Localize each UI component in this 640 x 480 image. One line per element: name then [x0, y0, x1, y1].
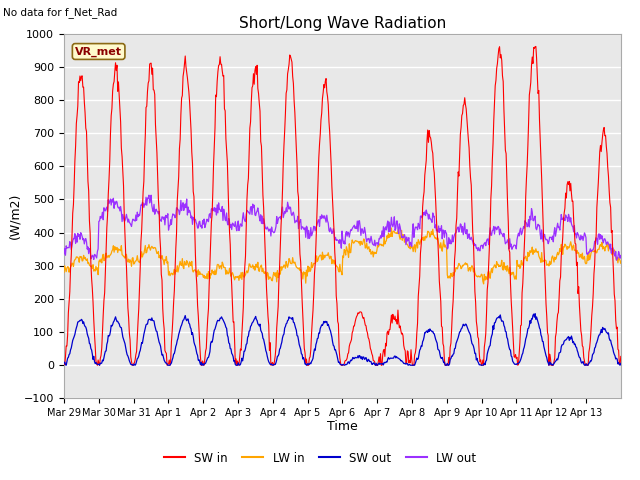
Text: No data for f_Net_Rad: No data for f_Net_Rad	[3, 7, 118, 18]
Title: Short/Long Wave Radiation: Short/Long Wave Radiation	[239, 16, 446, 31]
Y-axis label: (W/m2): (W/m2)	[8, 193, 21, 239]
X-axis label: Time: Time	[327, 420, 358, 432]
Legend: SW in, LW in, SW out, LW out: SW in, LW in, SW out, LW out	[159, 447, 481, 469]
Text: VR_met: VR_met	[75, 47, 122, 57]
